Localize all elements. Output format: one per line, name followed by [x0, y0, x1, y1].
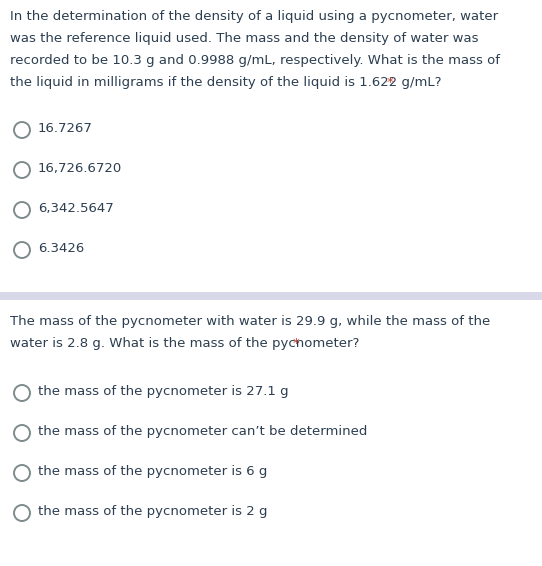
Text: *: *	[386, 76, 393, 89]
Text: *: *	[293, 337, 300, 350]
Text: the mass of the pycnometer can’t be determined: the mass of the pycnometer can’t be dete…	[38, 425, 367, 438]
Text: 6.3426: 6.3426	[38, 242, 84, 255]
Bar	[0, 292, 542, 300]
Text: 16.7267: 16.7267	[38, 122, 93, 135]
Text: was the reference liquid used. The mass and the density of water was: was the reference liquid used. The mass …	[10, 32, 479, 45]
Text: the liquid in milligrams if the density of the liquid is 1.622 g/mL?: the liquid in milligrams if the density …	[10, 76, 446, 89]
Text: recorded to be 10.3 g and 0.9988 g/mL, respectively. What is the mass of: recorded to be 10.3 g and 0.9988 g/mL, r…	[10, 54, 500, 67]
Text: In the determination of the density of a liquid using a pycnometer, water: In the determination of the density of a…	[10, 10, 498, 23]
Text: The mass of the pycnometer with water is 29.9 g, while the mass of the: The mass of the pycnometer with water is…	[10, 315, 491, 328]
Text: the mass of the pycnometer is 27.1 g: the mass of the pycnometer is 27.1 g	[38, 385, 289, 398]
Text: 6,342.5647: 6,342.5647	[38, 202, 114, 215]
Text: the mass of the pycnometer is 2 g: the mass of the pycnometer is 2 g	[38, 505, 268, 518]
Text: 16,726.6720: 16,726.6720	[38, 162, 122, 175]
Text: water is 2.8 g. What is the mass of the pycnometer?: water is 2.8 g. What is the mass of the …	[10, 337, 364, 350]
Text: the mass of the pycnometer is 6 g: the mass of the pycnometer is 6 g	[38, 465, 267, 478]
